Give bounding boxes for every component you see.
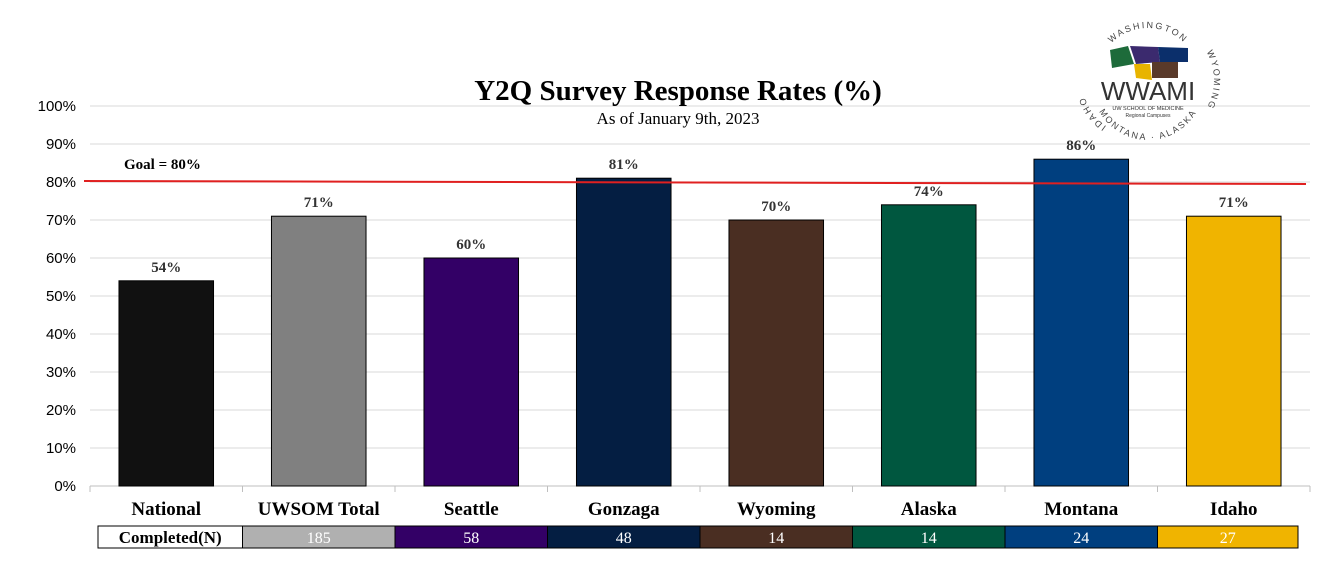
completed-value: 185 xyxy=(307,530,331,547)
x-tick-label: UWSOM Total xyxy=(258,499,380,520)
y-tick-label: 20% xyxy=(46,402,76,419)
bar-montana xyxy=(1033,158,1130,487)
bar-gonzaga xyxy=(575,177,672,487)
y-tick-label: 10% xyxy=(46,440,76,457)
logo-map-icon xyxy=(1110,46,1188,80)
completed-value: 27 xyxy=(1220,530,1236,547)
x-tick-label: Gonzaga xyxy=(588,499,660,520)
y-tick-label: 70% xyxy=(46,212,76,229)
completed-value: 58 xyxy=(463,530,479,547)
completed-value: 14 xyxy=(768,530,784,547)
completed-table: Completed(N) 185 58 48 14 14 24 27 xyxy=(97,525,1299,549)
bar-alaska xyxy=(880,204,977,487)
data-label: 81% xyxy=(609,157,639,173)
chart-subtitle: As of January 9th, 2023 xyxy=(597,109,760,128)
completed-header-label: Completed(N) xyxy=(119,528,222,547)
data-label: 71% xyxy=(1219,195,1249,211)
bar-seattle xyxy=(423,257,520,487)
bars: 54% 71% 60% 81% 70% 74% 86% 71% xyxy=(118,138,1282,487)
wwami-logo: WASHINGTON MONTANA · ALASKA IDAHO WYOMIN… xyxy=(1077,20,1222,142)
data-label: 86% xyxy=(1066,138,1096,154)
completed-value: 24 xyxy=(1073,530,1089,547)
x-tick-label: National xyxy=(131,499,201,520)
x-tick-label: Seattle xyxy=(444,499,499,520)
y-axis: 0% 10% 20% 30% 40% 50% 60% 70% 80% 90% 100% xyxy=(38,98,76,495)
x-tick-label: Montana xyxy=(1044,499,1118,520)
logo-wordmark: WWAMI xyxy=(1101,76,1195,106)
y-tick-label: 40% xyxy=(46,326,76,343)
x-tick-label: Idaho xyxy=(1210,499,1258,520)
y-tick-label: 50% xyxy=(46,288,76,305)
data-label: 54% xyxy=(151,260,181,276)
x-tick-label: Wyoming xyxy=(737,499,816,520)
bar-uwsom-total xyxy=(270,215,367,487)
y-tick-label: 60% xyxy=(46,250,76,267)
chart-title: Y2Q Survey Response Rates (%) xyxy=(474,75,882,107)
logo-line-2: Regional Campuses xyxy=(1125,113,1171,119)
data-label: 74% xyxy=(914,184,944,200)
completed-value: 14 xyxy=(921,530,937,547)
completed-cell xyxy=(1157,525,1299,549)
goal-line-group: Goal = 80% xyxy=(83,157,1307,185)
y-tick-label: 0% xyxy=(54,478,76,495)
bar-idaho xyxy=(1185,215,1282,487)
bar-national xyxy=(118,280,215,487)
y-tick-label: 100% xyxy=(38,98,76,115)
logo-line-1: UW SCHOOL OF MEDICINE xyxy=(1112,106,1184,112)
completed-value: 48 xyxy=(616,530,632,547)
data-label: 70% xyxy=(761,199,791,215)
data-label: 71% xyxy=(304,195,334,211)
data-label: 60% xyxy=(456,237,486,253)
svg-text:WASHINGTON: WASHINGTON xyxy=(1106,20,1190,45)
logo-ring-top: WASHINGTON xyxy=(1106,20,1188,45)
y-tick-label: 30% xyxy=(46,364,76,381)
x-tick-label: Alaska xyxy=(901,499,957,520)
x-axis: National UWSOM Total Seattle Gonzaga Wyoming… xyxy=(89,486,1311,520)
y-tick-label: 80% xyxy=(46,174,76,191)
svg-text:WYOMING: WYOMING xyxy=(1205,48,1222,111)
y-tick-label: 90% xyxy=(46,136,76,153)
goal-line xyxy=(83,180,1307,185)
bar-wyoming xyxy=(728,219,825,487)
goal-label: Goal = 80% xyxy=(124,157,201,173)
logo-ring-right: WYOMING xyxy=(1205,48,1220,111)
